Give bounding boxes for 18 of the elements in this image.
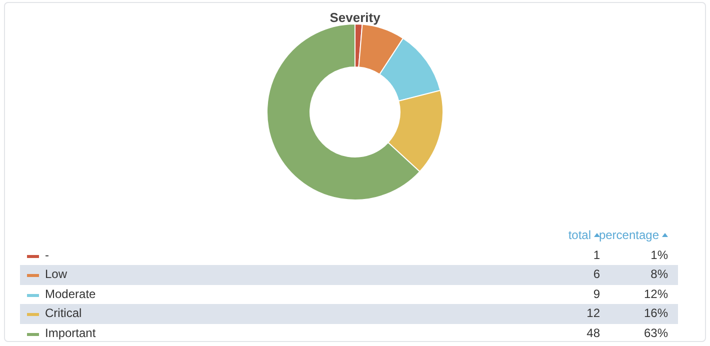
legend-label: Low [45, 266, 68, 283]
legend-label: Important [45, 324, 96, 342]
text: 16% [644, 305, 668, 322]
text: 1% [650, 246, 668, 264]
legend-label: - [45, 246, 49, 264]
data-label: 12 [586, 305, 600, 322]
data-label: 48 [586, 324, 600, 342]
chart-title: Severity [330, 10, 382, 25]
text: total [568, 228, 591, 242]
data-label: 6 [593, 266, 600, 283]
legend-label: Moderate [45, 286, 96, 302]
legend-label: Critical [45, 305, 82, 322]
text: percentage [598, 228, 659, 242]
text: 8% [650, 266, 668, 283]
data-label: 1 [593, 246, 600, 264]
text: 12% [644, 286, 668, 302]
text: 63% [644, 324, 668, 342]
data-label: 9 [593, 286, 600, 302]
